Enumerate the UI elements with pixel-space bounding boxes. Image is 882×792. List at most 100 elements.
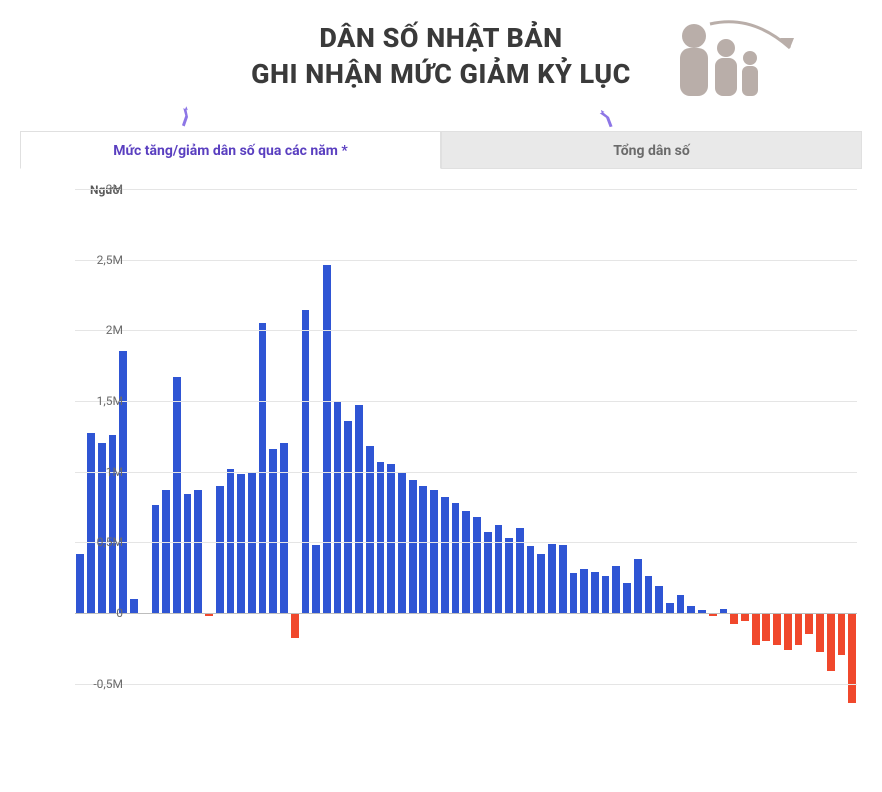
chart-bar — [334, 401, 342, 613]
people-decline-icon — [672, 18, 802, 112]
chart-bar — [312, 545, 320, 613]
title-line-2: GHI NHẬN MỨC GIẢM KỶ LỤC — [251, 56, 631, 92]
tab-label: Mức tăng/giảm dân số qua các năm * — [113, 143, 347, 159]
chart-bar-slot — [847, 189, 857, 719]
chart-bar-slot — [440, 189, 450, 719]
chart-bar — [795, 613, 803, 646]
chart-bar — [430, 490, 438, 613]
chart-bar — [537, 554, 545, 613]
chart-y-tick-label: 1M — [75, 465, 123, 479]
chart-bar — [848, 613, 856, 703]
chart-bar — [355, 405, 363, 613]
chart-bar-slot — [794, 189, 804, 719]
chart-gridline — [75, 613, 857, 614]
chart-gridline — [75, 189, 857, 190]
chart-bar — [130, 599, 138, 613]
hand-pointer-icon — [597, 105, 621, 129]
chart-bar-slot — [729, 189, 739, 719]
chart-bar-slot — [365, 189, 375, 719]
chart-bar-slot — [419, 189, 429, 719]
chart-bar-slot — [804, 189, 814, 719]
chart-bar — [495, 525, 503, 613]
chart-bar — [645, 576, 653, 613]
chart-plot: 3M2,5M2M1,5M1M0,5M0-0,5M — [75, 189, 857, 719]
chart-bar — [109, 435, 117, 613]
chart-bar-slot — [451, 189, 461, 719]
chart-bar-slot — [622, 189, 632, 719]
chart-bar-slot — [601, 189, 611, 719]
chart-bar-slot — [719, 189, 729, 719]
chart-gridline — [75, 330, 857, 331]
hand-pointer-icon — [176, 105, 200, 129]
chart-bar — [655, 586, 663, 613]
tab-label: Tổng dân số — [613, 143, 690, 159]
chart-bar-slot — [343, 189, 353, 719]
chart-bar — [259, 323, 267, 613]
chart-bar — [484, 532, 492, 613]
chart-bar-slot — [494, 189, 504, 719]
chart-bar-slot — [472, 189, 482, 719]
chart-bar-slot — [118, 189, 128, 719]
chart-bar — [816, 613, 824, 653]
chart-bar-slot — [290, 189, 300, 719]
chart-bar-slot — [526, 189, 536, 719]
tab-total-population[interactable]: Tổng dân số — [441, 131, 862, 169]
chart-bar — [516, 528, 524, 613]
title-line-1: DÂN SỐ NHẬT BẢN — [251, 20, 631, 56]
chart-bar — [302, 310, 310, 612]
chart-y-tick-label: 2M — [75, 323, 123, 337]
chart-bar-slot — [708, 189, 718, 719]
chart-bar — [623, 583, 631, 613]
chart-bar — [377, 462, 385, 613]
chart-bar-slot — [97, 189, 107, 719]
chart-bar — [612, 566, 620, 613]
chart-bar — [152, 505, 160, 612]
chart-bar-slot — [461, 189, 471, 719]
chart-bar — [344, 421, 352, 613]
chart-bar — [87, 433, 95, 612]
chart-bar — [559, 545, 567, 613]
tab-population-change[interactable]: Mức tăng/giảm dân số qua các năm * — [20, 131, 441, 169]
chart-bar — [730, 613, 738, 624]
chart-bar-slot — [333, 189, 343, 719]
chart-bar — [323, 265, 331, 613]
chart-bar — [452, 503, 460, 613]
chart-bar-slot — [686, 189, 696, 719]
chart-bar — [505, 538, 513, 613]
chart-bar — [591, 572, 599, 613]
chart-bar — [570, 573, 578, 613]
chart-bar — [184, 494, 192, 613]
chart-bar — [462, 511, 470, 613]
chart-bar — [602, 576, 610, 613]
chart-bar — [441, 497, 449, 613]
chart-bar — [76, 554, 84, 613]
chart-bar-slot — [215, 189, 225, 719]
chart-bar — [677, 595, 685, 613]
chart-bar — [752, 613, 760, 646]
chart-bar — [473, 517, 481, 613]
chart-bar — [805, 613, 813, 634]
chart-bar — [216, 486, 224, 613]
chart-bar — [687, 606, 695, 613]
chart-bar — [548, 544, 556, 613]
chart-bar — [784, 613, 792, 650]
chart-bar-slot — [86, 189, 96, 719]
chart-bar-slot — [247, 189, 257, 719]
chart-bar — [419, 486, 427, 613]
chart-bar — [773, 613, 781, 646]
chart-bar-slot — [665, 189, 675, 719]
chart-bar-slot — [183, 189, 193, 719]
tabs: Mức tăng/giảm dân số qua các năm * Tổng … — [20, 131, 862, 169]
chart-bar-slot — [783, 189, 793, 719]
chart-bar — [227, 469, 235, 613]
chart-y-tick-label: 1,5M — [75, 394, 123, 408]
chart-bar-slot — [151, 189, 161, 719]
chart-bar-slot — [161, 189, 171, 719]
chart-bar — [634, 559, 642, 613]
chart-bar-slot — [76, 189, 86, 719]
chart-bar-slot — [815, 189, 825, 719]
chart-bar-slot — [697, 189, 707, 719]
chart-bar-slot — [569, 189, 579, 719]
chart-y-tick-label: 0,5M — [75, 535, 123, 549]
chart-bar — [280, 443, 288, 613]
